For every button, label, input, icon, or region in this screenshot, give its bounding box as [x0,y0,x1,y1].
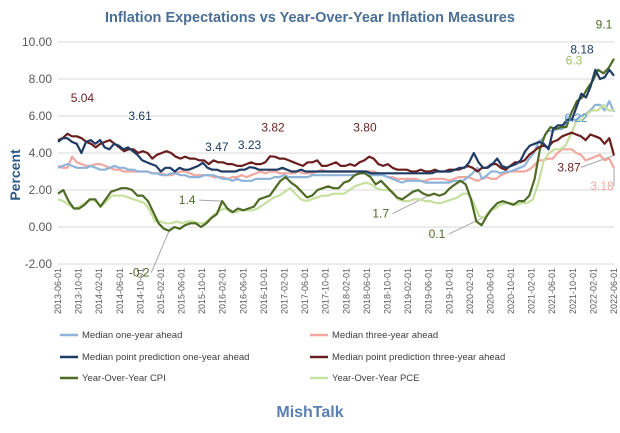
annotation-leader [392,195,429,214]
x-tick-label: 2016-06-01 [238,268,248,314]
annotation-label: 3.61 [128,109,152,123]
x-tick-label: 2020-06-01 [485,268,495,314]
x-tick-label: 2015-10-01 [197,268,207,314]
gridlines [58,41,614,265]
legend-label: Median one-year ahead [82,330,182,341]
x-tick-label: 2015-06-01 [177,268,187,314]
x-tick-label: 2021-06-01 [547,268,557,314]
annotation-label: 3.23 [238,138,262,152]
x-tick-label: 2013-06-01 [53,268,63,314]
y-axis-ticks: -2.00 0.00 2.00 4.00 6.00 8.00 10.00 [22,35,52,271]
x-tick-label: 2015-02-01 [156,268,166,314]
annotation-leader [150,230,170,273]
x-tick-label: 2013-10-01 [74,268,84,314]
brand-label: MishTalk [276,404,343,421]
y-tick-label: 10.00 [22,35,52,49]
y-axis-label: Percent [7,149,23,201]
annotation-label: 1.7 [372,207,389,221]
annotation-label: 3.80 [353,121,377,135]
x-tick-label: 2019-06-01 [424,268,434,314]
x-tick-label: 2022-06-01 [609,268,619,314]
annotation-leader [199,199,223,202]
x-tick-label: 2022-02-01 [588,268,598,314]
x-tick-label: 2016-10-01 [259,268,269,314]
x-tick-label: 2014-10-01 [135,268,145,314]
annotation-label: 6.3 [566,53,583,67]
x-tick-label: 2018-02-01 [341,268,351,314]
annotation-label: 8.18 [570,43,594,57]
y-tick-label: 0.00 [29,220,53,234]
x-tick-label: 2017-10-01 [321,268,331,314]
y-tick-label: 4.00 [29,146,53,160]
chart-title: Inflation Expectations vs Year-Over-Year… [105,10,515,26]
y-tick-label: 6.00 [29,109,53,123]
annotation-label: 3.82 [261,120,285,134]
annotation-leaders [150,154,615,273]
annotation-label: 0.1 [429,227,446,241]
x-tick-label: 2017-02-01 [280,268,290,314]
series-line-year-over-year-pce [57,103,614,225]
x-tick-label: 2020-10-01 [506,268,516,314]
annotation-label: 3.18 [590,179,614,193]
series-line-median-point-prediction-one-year-ahead [57,68,615,175]
annotation-leader [580,154,615,168]
legend-label: Year-Over-Year CPI [82,373,166,384]
x-tick-label: 2021-02-01 [527,268,537,314]
y-tick-label: -2.00 [25,257,53,271]
legend-label: Median point prediction one-year ahead [82,352,249,363]
annotations: 5.04 3.61 3.47 3.23 3.82 3.80 8.189.1 6.3 6.22 1.… [71,18,614,280]
x-tick-label: 2016-02-01 [218,268,228,314]
series-line-median-one-year-ahead [57,100,616,184]
x-tick-label: 2014-06-01 [115,268,125,314]
series-line-year-over-year-cpi [57,58,615,232]
annotation-leader [448,215,488,235]
legend: Median one-year ahead Median three-year a… [60,330,505,384]
x-tick-label: 2018-06-01 [362,268,372,314]
x-tick-label: 2019-10-01 [444,268,454,314]
x-axis-ticks: 2013-06-01 2013-10-01 2014-02-01 2014-06-01… [53,268,619,314]
x-tick-label: 2019-02-01 [403,268,413,314]
annotation-label: 3.47 [205,140,229,154]
legend-label: Median point prediction three-year ahead [332,352,505,363]
legend-label: Median three-year ahead [332,330,438,341]
y-tick-label: 2.00 [29,183,53,197]
series-line-median-point-prediction-three-year-ahead [57,131,616,173]
x-tick-label: 2014-02-01 [94,268,104,314]
annotation-label: 9.1 [596,18,613,32]
y-tick-label: 8.00 [29,72,53,86]
x-tick-label: 2018-10-01 [382,268,392,314]
x-tick-label: 2017-06-01 [300,268,310,314]
legend-label: Year-Over-Year PCE [332,373,419,384]
x-tick-label: 2020-02-01 [465,268,475,314]
x-tick-label: 2021-10-01 [568,268,578,314]
annotation-label: -0.2 [129,266,150,280]
annotation-label: 5.04 [71,91,95,105]
annotation-label: 3.87 [557,160,581,174]
annotation-label: 6.22 [564,111,588,125]
annotation-label: 1.4 [179,193,196,207]
series-lines [57,58,616,232]
